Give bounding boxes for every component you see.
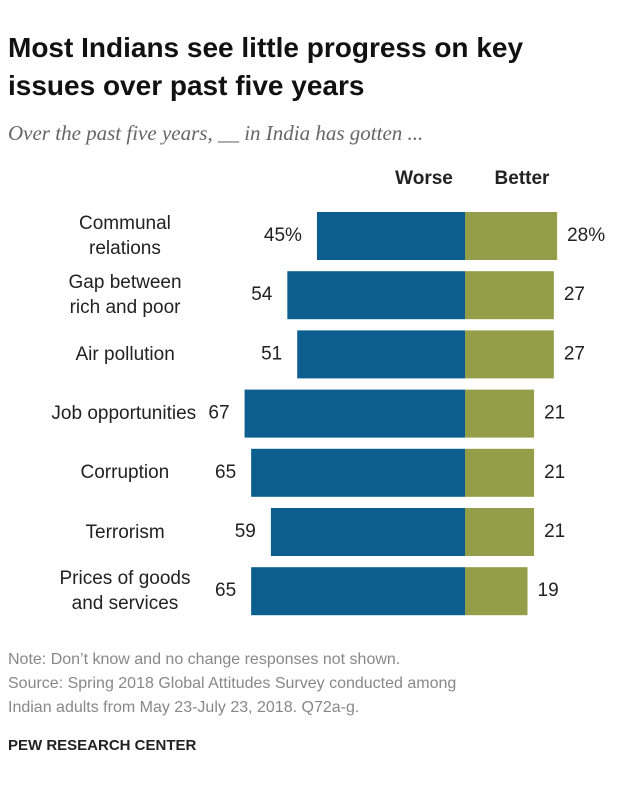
category-label: Prices of goods and services bbox=[59, 568, 191, 615]
value-label: 65 bbox=[215, 462, 236, 483]
value-label: 19 bbox=[538, 580, 559, 601]
bar bbox=[465, 271, 554, 320]
category-label: Air pollution bbox=[75, 343, 175, 365]
category-label: Job opportunities bbox=[51, 403, 197, 425]
note: Indian adults from May 23-July 23, 2018.… bbox=[8, 699, 359, 716]
source: PEW RESEARCH CENTER bbox=[8, 737, 197, 754]
bar bbox=[465, 389, 535, 438]
legend-label: Worse bbox=[395, 168, 453, 189]
bar bbox=[297, 330, 465, 379]
bar bbox=[465, 448, 535, 497]
bar bbox=[316, 212, 465, 260]
value-label: 28% bbox=[567, 225, 605, 246]
bar bbox=[465, 212, 558, 260]
bar bbox=[251, 567, 465, 616]
bar bbox=[287, 271, 465, 320]
category-label: Terrorism bbox=[85, 521, 165, 543]
value-label: 21 bbox=[544, 521, 565, 542]
value-label: 45% bbox=[264, 225, 302, 246]
category-label: Communal relations bbox=[79, 213, 171, 259]
value-label: 21 bbox=[544, 403, 565, 424]
value-label: 65 bbox=[215, 580, 236, 601]
bar bbox=[270, 508, 465, 556]
chart-title: Most Indians see little progress on key i… bbox=[8, 32, 523, 101]
note: Note: Don’t know and no change responses… bbox=[8, 651, 400, 668]
bar bbox=[244, 389, 465, 438]
bar bbox=[251, 448, 465, 497]
chart-subtitle: Over the past five years, __ in India ha… bbox=[8, 121, 423, 145]
value-label: 21 bbox=[544, 462, 565, 483]
bar bbox=[465, 330, 554, 379]
category-label: Corruption bbox=[80, 462, 170, 484]
value-label: 51 bbox=[261, 343, 282, 364]
value-label: 27 bbox=[564, 284, 585, 305]
value-label: 54 bbox=[251, 284, 273, 305]
value-label: 67 bbox=[208, 403, 229, 424]
value-label: 27 bbox=[564, 343, 585, 364]
note: Source: Spring 2018 Global Attitudes Sur… bbox=[8, 675, 456, 692]
bar bbox=[465, 508, 535, 556]
category-label: Gap between rich and poor bbox=[68, 272, 182, 319]
legend-label: Better bbox=[495, 168, 551, 189]
value-label: 59 bbox=[235, 521, 256, 542]
bar bbox=[465, 567, 528, 616]
